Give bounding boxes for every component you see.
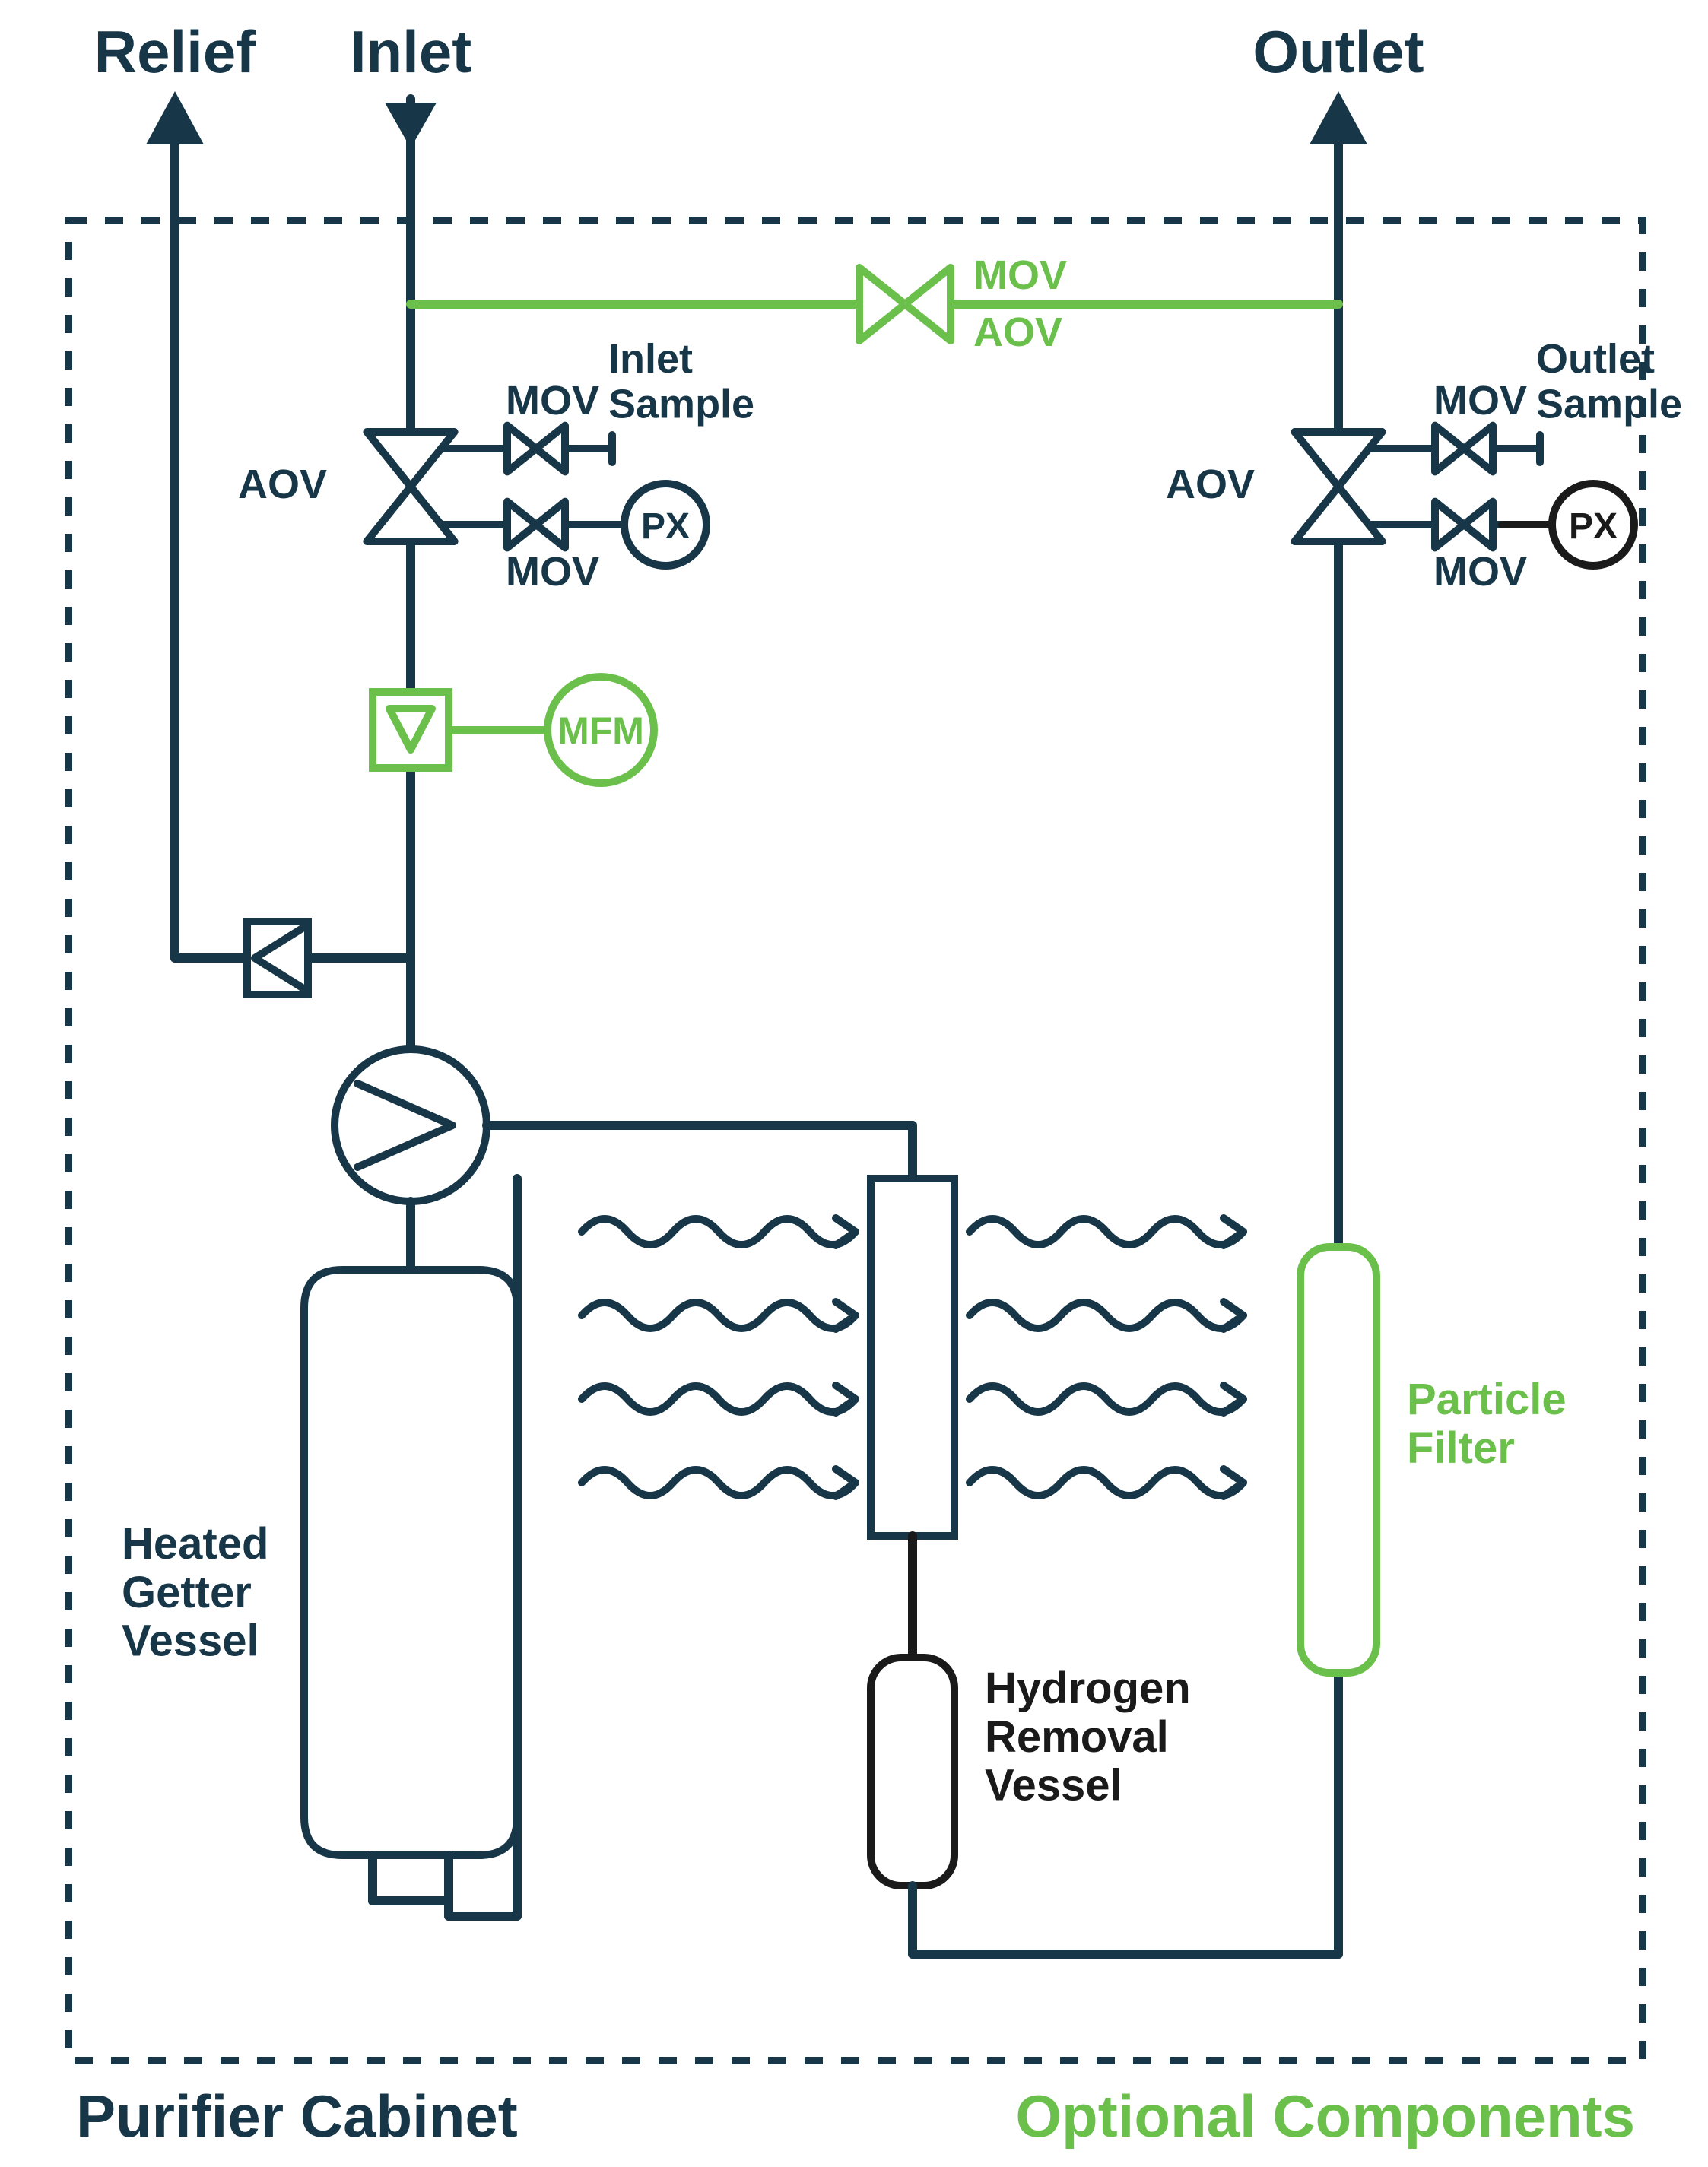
heat-wave-icon — [582, 1219, 856, 1245]
outlet-cluster-mov-bot-icon — [1435, 502, 1493, 548]
heat-wave-icon — [582, 1470, 856, 1496]
outlet-arrow-icon — [1310, 91, 1367, 144]
particle-filter-icon — [1300, 1247, 1376, 1673]
heat-wave-icon — [582, 1386, 856, 1412]
heater-icon — [335, 1049, 487, 1201]
cabinet-title: Purifier Cabinet — [76, 2083, 518, 2150]
inlet-cluster-mov-top-icon — [507, 426, 565, 472]
h2-vessel-label: HydrogenRemovalVessel — [985, 1664, 1191, 1810]
heat-wave-icon — [970, 1470, 1243, 1496]
outlet-cluster-mov-top-label: MOV — [1433, 378, 1527, 424]
optional-title: Optional Components — [1015, 2083, 1635, 2150]
inlet-cluster-mov-top-label: MOV — [506, 378, 599, 424]
particle-filter-label: ParticleFilter — [1407, 1375, 1567, 1473]
outlet-cluster-px-label: PX — [1569, 506, 1618, 547]
outlet-cluster-mov-top-icon — [1435, 426, 1493, 472]
getter-vessel-icon — [304, 1270, 517, 1855]
heat-wave-icon — [970, 1302, 1243, 1328]
bypass-mov-label: MOV — [973, 252, 1067, 298]
bypass-valve-icon — [859, 268, 951, 341]
heat-wave-icon — [582, 1302, 856, 1328]
outlet-cluster-aov-label: AOV — [1166, 462, 1255, 507]
inlet-cluster-sample-label: InletSample — [608, 336, 754, 427]
outlet-cluster-mov-bot-label: MOV — [1433, 549, 1527, 595]
inlet-cluster-px-label: PX — [641, 506, 690, 547]
mfm-label: MFM — [557, 709, 644, 752]
outlet-cluster-sample-label: OutletSample — [1536, 336, 1682, 427]
heat-wave-icon — [970, 1219, 1243, 1245]
getter-vessel-label: HeatedGetterVessel — [122, 1519, 268, 1666]
inlet-cluster-mov-bot-label: MOV — [506, 549, 599, 595]
h2-vessel-icon — [871, 1658, 954, 1886]
inlet-cluster-mov-bot-icon — [507, 502, 565, 548]
inlet-cluster-aov-label: AOV — [238, 462, 327, 507]
bypass-aov-label: AOV — [973, 309, 1062, 355]
cooler-icon — [871, 1179, 954, 1536]
inlet-label: Inlet — [350, 18, 471, 85]
relief-label: Relief — [94, 18, 256, 85]
outlet-label: Outlet — [1252, 18, 1424, 85]
relief-arrow-icon — [146, 91, 204, 144]
inlet-arrow-icon — [385, 103, 437, 148]
heat-wave-icon — [970, 1386, 1243, 1412]
